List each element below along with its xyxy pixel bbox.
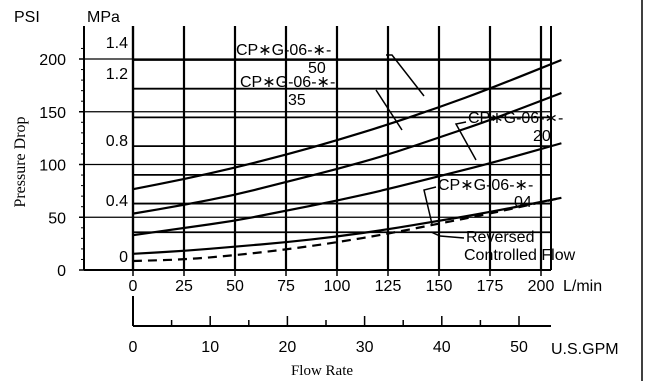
lmin-tick-label: 200 [528, 278, 555, 295]
lmin-tick-label: 175 [477, 278, 504, 295]
annotation-35: CP∗G-06-∗- 35 [240, 74, 335, 109]
mpa-tick-label: 1.4 [106, 35, 128, 52]
gpm-tick-label: 50 [510, 339, 528, 356]
annotation-50-line1: CP∗G-06-∗- [236, 42, 331, 59]
grid [84, 26, 552, 270]
psi-tick-label: 50 [48, 210, 66, 227]
gpm-tick-label: 40 [433, 339, 451, 356]
leader-35 [375, 89, 403, 131]
annotation-20-line2: 20 [533, 128, 551, 145]
psi-tick-label: 200 [39, 52, 66, 69]
leader-50 [386, 54, 425, 97]
annotation-04-line2: 04 [514, 194, 532, 211]
lmin-tick-label: 125 [375, 278, 402, 295]
mpa-tick-label: 0.4 [106, 193, 128, 210]
gpm-tick-label: 20 [279, 339, 297, 356]
annotation-reversed: Reversed Controlled Flow [464, 229, 576, 264]
mpa-tick-label: 1.2 [106, 66, 128, 83]
lmin-tick-label: 100 [324, 278, 351, 295]
annotation-reversed-line2: Controlled Flow [464, 247, 576, 264]
lmin-tick-label: 75 [277, 278, 295, 295]
gpm-tick-label: 30 [356, 339, 374, 356]
psi-tick-label: 150 [39, 105, 66, 122]
curve-50 [132, 58, 562, 191]
psi-tick-labels: 0 50 100 150 200 [39, 52, 66, 280]
gpm-tick-labels: 0 10 20 30 40 50 [129, 339, 528, 356]
gpm-tick-label: 0 [129, 339, 138, 356]
leader-20 [454, 121, 477, 161]
y-unit-psi: PSI [14, 9, 40, 26]
lmin-tick-label: 25 [175, 278, 193, 295]
psi-tick-label: 100 [39, 158, 66, 175]
y-unit-mpa: MPa [87, 9, 120, 26]
annotation-04-line1: CP∗G-06-∗- [438, 177, 533, 194]
curve-20 [132, 142, 562, 237]
lmin-tick-label: 50 [226, 278, 244, 295]
annotation-50: CP∗G-06-∗- 50 [236, 42, 331, 77]
mpa-tick-label: 0.8 [106, 133, 128, 150]
annotation-20: CP∗G-06-∗- 20 [468, 110, 563, 145]
series-group [132, 58, 562, 263]
x-unit-gpm: U.S.GPM [551, 341, 619, 358]
annotation-04: CP∗G-06-∗- 04 [438, 177, 533, 211]
annotation-reversed-line1: Reversed [466, 229, 534, 246]
annotation-50-line2: 50 [308, 60, 326, 77]
axes [79, 26, 551, 327]
x-unit-lmin: L/min [563, 278, 602, 295]
leader-lines [375, 54, 477, 239]
mpa-tick-labels: 0 0.4 0.8 1.2 1.4 [106, 35, 128, 266]
gpm-tick-label: 10 [201, 339, 219, 356]
annotation-20-line1: CP∗G-06-∗- [468, 110, 563, 127]
leader-04 [423, 186, 437, 225]
y-axis-title: Pressure Drop [12, 116, 29, 207]
x-axis-title: Flow Rate [291, 363, 353, 379]
mpa-tick-label: 0 [119, 249, 128, 266]
curve-04 [132, 196, 562, 255]
annotation-35-line1: CP∗G-06-∗- [240, 74, 335, 91]
lmin-tick-label: 0 [129, 278, 138, 295]
psi-tick-label: 0 [57, 263, 66, 280]
lmin-tick-labels: 0 25 50 75 100 125 150 175 200 [129, 278, 555, 295]
leader-reversed [430, 231, 465, 239]
lmin-tick-label: 150 [426, 278, 453, 295]
annotation-35-line2: 35 [288, 92, 306, 109]
